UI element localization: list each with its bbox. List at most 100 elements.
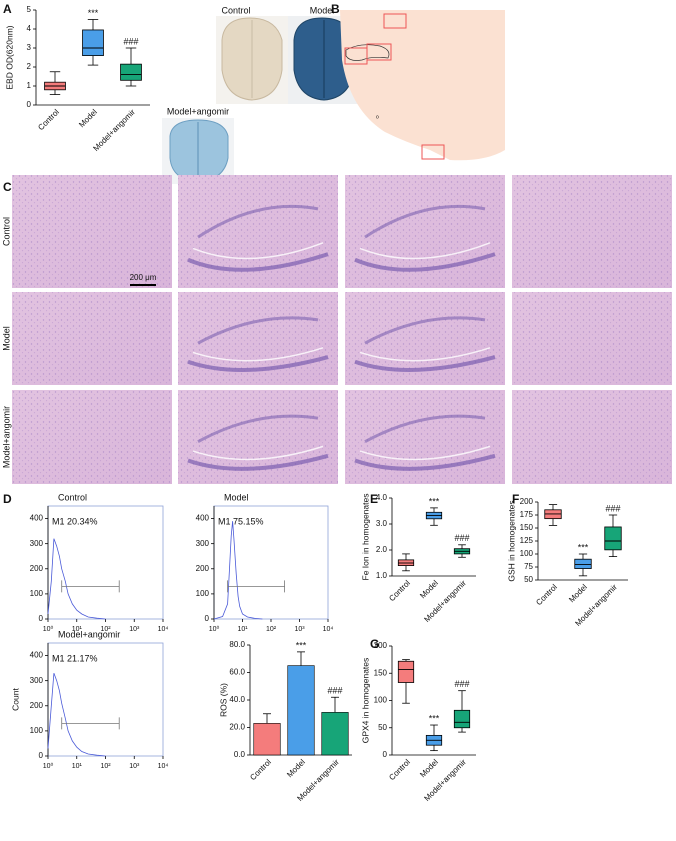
photo-label: Control: [221, 5, 250, 15]
row-label: Model+angomir: [1, 406, 11, 468]
cell-layer: [354, 453, 496, 471]
x-tick-label: Model: [418, 578, 440, 600]
brain-angomir: [169, 119, 229, 183]
y-tick-label: 400: [30, 651, 44, 660]
cell-layer: [197, 316, 319, 345]
plot-title: Model+angomir: [58, 629, 120, 639]
y-tick-label: 75: [524, 562, 533, 571]
row-label: Control: [1, 217, 11, 246]
y-tick-label: 5: [27, 5, 32, 14]
white-gap: [359, 242, 491, 260]
significance-mark: ***: [296, 640, 307, 650]
y-tick-label: 300: [196, 539, 210, 548]
x-tick-label: Control: [387, 757, 412, 782]
x-tick-label: Model: [77, 107, 99, 129]
significance-mark: ***: [578, 542, 589, 552]
roi: [421, 144, 445, 160]
x-tick-label: Model: [418, 757, 440, 779]
histogram-curve: [213, 521, 263, 620]
cell-layer: [364, 316, 486, 345]
white-gap: [359, 445, 491, 461]
y-tick-label: 4: [27, 24, 32, 33]
gate-label: M1 21.17%: [52, 653, 98, 663]
bar: [321, 712, 349, 756]
significance-mark: ###: [123, 36, 138, 46]
bar: [253, 723, 281, 756]
bar: [287, 665, 315, 756]
cell-layer: [354, 252, 496, 272]
cell-layer: [187, 252, 329, 272]
cell-layer: [364, 204, 486, 239]
y-tick-label: 200: [520, 497, 534, 506]
panel-label: A: [3, 2, 12, 16]
y-axis-label: GPX4 in homogenates: [360, 658, 370, 744]
brain-photos: Control Model Model+angomir: [162, 5, 360, 184]
box: [604, 526, 622, 551]
gate-label: M1 75.15%: [218, 516, 264, 526]
x-tick-label: 10²: [266, 626, 277, 633]
y-tick-label: 0: [39, 614, 44, 623]
significance-mark: ###: [454, 679, 469, 689]
y-tick-label: 0: [39, 751, 44, 760]
significance-mark: ###: [605, 503, 620, 513]
y-tick-label: 125: [520, 536, 534, 545]
box: [574, 558, 592, 569]
y-tick-label: 400: [196, 514, 210, 523]
x-tick-label: Control: [36, 107, 61, 132]
x-tick-label: Model: [567, 582, 589, 604]
y-tick-label: 300: [30, 676, 44, 685]
cell-layer: [364, 414, 486, 444]
y-tick-label: 60.0: [229, 668, 245, 677]
y-tick-label: 1: [27, 81, 32, 90]
x-tick-label: 10¹: [72, 626, 83, 633]
y-tick-label: 200: [374, 641, 388, 650]
histology-texture: [512, 390, 672, 484]
y-tick-label: 0: [383, 750, 388, 759]
y-tick-label: 0.0: [234, 750, 246, 759]
cell-layer: [197, 414, 319, 444]
white-gap: [192, 242, 324, 260]
white-gap: [192, 347, 324, 362]
section-schematic: o: [340, 10, 505, 161]
histology-texture: [12, 175, 172, 288]
cell-layer: [354, 355, 496, 373]
x-tick-label: 10¹: [237, 626, 248, 633]
x-tick-label: 10⁴: [158, 763, 169, 770]
plot-title: Control: [58, 492, 87, 502]
section: [340, 10, 505, 161]
plot-title: Model: [224, 492, 249, 502]
y-tick-label: 300: [30, 539, 44, 548]
panel-label: C: [3, 180, 12, 194]
y-tick-label: 2: [27, 62, 32, 71]
x-tick-label: 10⁰: [43, 625, 54, 633]
histology-texture: [12, 390, 172, 484]
section-mark: o: [376, 114, 379, 120]
cell-layer: [197, 204, 319, 239]
y-axis-label: Fe Ion in homogenates: [360, 494, 370, 581]
y-tick-label: 200: [30, 701, 44, 710]
y-tick-label: 4.0: [376, 493, 388, 502]
x-tick-label: Control: [248, 757, 273, 782]
x-tick-label: 10³: [294, 626, 305, 633]
scale-bar-label: 200 μm: [130, 273, 157, 282]
panel-label: B: [331, 2, 340, 16]
box: [453, 709, 471, 729]
x-tick-label: 10²: [100, 626, 111, 633]
panel-label: D: [3, 492, 12, 506]
y-tick-label: 0: [205, 614, 210, 623]
y-tick-label: 150: [374, 668, 388, 677]
roi: [366, 43, 392, 61]
x-tick-label: 10⁰: [209, 625, 220, 633]
y-tick-label: 150: [520, 523, 534, 532]
hippocampus-outline: [345, 44, 390, 61]
y-tick-label: 50: [378, 723, 387, 732]
panel-label: G: [370, 637, 379, 651]
gate-label: M1 20.34%: [52, 516, 98, 526]
x-tick-label: Control: [387, 578, 412, 603]
y-tick-label: 0: [27, 100, 32, 109]
histogram-curve: [47, 538, 106, 620]
y-tick-label: 20.0: [229, 723, 245, 732]
white-gap: [192, 445, 324, 461]
x-tick-label: 10²: [100, 763, 111, 770]
